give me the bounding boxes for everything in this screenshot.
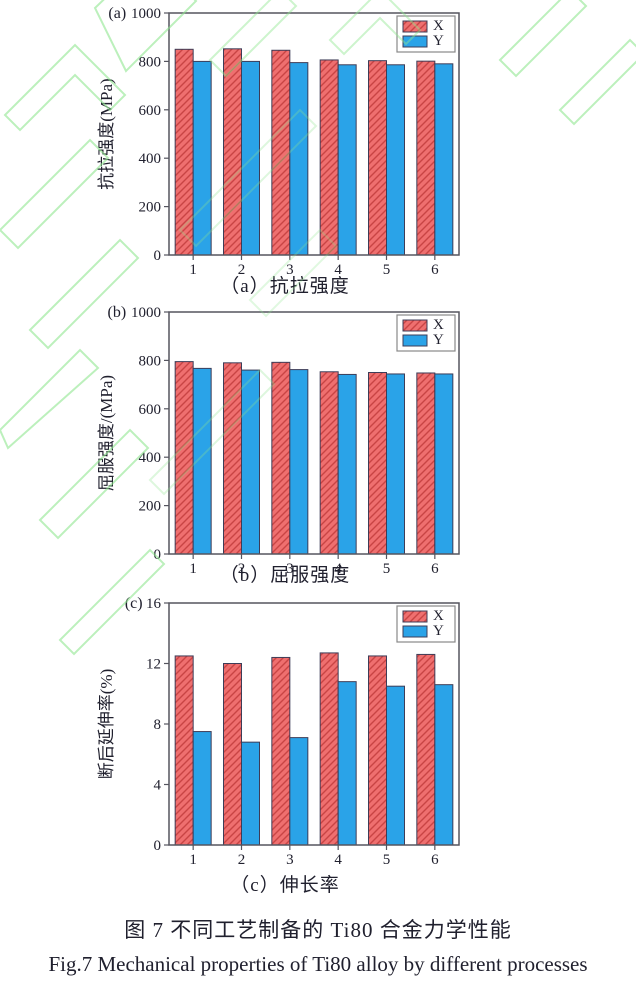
bar-x-6 [416, 372, 436, 555]
bar-y-3 [289, 369, 309, 555]
axes-frame [168, 311, 460, 555]
y-tick-label: 200 [139, 499, 162, 515]
bar-x-1 [174, 361, 194, 555]
bar-x-6 [416, 60, 436, 256]
legend-swatch-y [402, 334, 428, 347]
x-tick-label: 6 [431, 262, 439, 278]
bar-x-5 [368, 60, 387, 256]
x-tick-label: 5 [383, 561, 391, 577]
y-tick-label: 0 [154, 248, 162, 264]
x-tick-label: 2 [238, 262, 246, 278]
axes-frame [168, 12, 460, 256]
y-tick-label: 400 [139, 450, 162, 466]
y-tick-label: 600 [139, 103, 162, 119]
legend-label-x: X [433, 317, 444, 333]
y-tick-label: 400 [139, 151, 162, 167]
y-axis-label: 屈服强度/(MPa) [97, 375, 116, 491]
x-tick-label: 6 [431, 561, 439, 577]
chart-c-caption: （c）伸长率 [230, 875, 340, 896]
bar-y-3 [289, 62, 309, 256]
x-tick-label: 5 [383, 852, 391, 868]
chart-b-caption: （b）屈服强度 [219, 565, 351, 586]
legend-label-y: Y [433, 623, 444, 639]
legend-swatch-x [402, 319, 428, 332]
bar-x-5 [368, 655, 387, 846]
y-tick-label: 1000 [131, 305, 161, 321]
y-tick-label: 4 [154, 778, 162, 794]
figure-caption-zh: 图 7 不同工艺制备的 Ti80 合金力学性能 [124, 918, 512, 942]
x-tick-label: 2 [238, 561, 246, 577]
legend-label-x: X [433, 18, 444, 34]
figure-caption-en: Fig.7 Mechanical properties of Ti80 allo… [48, 952, 588, 976]
y-tick-label: 0 [154, 838, 162, 854]
y-axis-label: 断后延伸率(%) [97, 669, 116, 779]
x-tick-label: 5 [383, 262, 391, 278]
legend-swatch-y [402, 625, 428, 638]
bar-y-1 [192, 731, 212, 846]
bar-y-3 [289, 737, 309, 846]
legend-label-y: Y [433, 33, 444, 49]
bar-y-5 [386, 373, 405, 555]
bar-y-4 [337, 681, 357, 846]
bar-y-2 [241, 369, 260, 555]
bar-x-2 [223, 48, 242, 256]
bar-x-6 [416, 653, 436, 846]
legend-swatch-y [402, 35, 428, 48]
legend-label-y: Y [433, 332, 444, 348]
bar-y-5 [386, 685, 405, 846]
y-tick-label: 200 [139, 200, 162, 216]
panel-label: (c) [125, 595, 143, 612]
x-tick-label: 3 [286, 262, 294, 278]
bar-y-1 [192, 367, 212, 555]
bar-y-1 [192, 60, 212, 256]
bar-x-1 [174, 48, 194, 256]
y-tick-label: 600 [139, 402, 162, 418]
x-tick-label: 4 [334, 561, 342, 577]
bar-y-6 [434, 63, 454, 256]
x-tick-label: 6 [431, 852, 439, 868]
y-tick-label: 1000 [131, 6, 161, 22]
panel-label: (b) [108, 304, 127, 321]
x-tick-label: 1 [189, 262, 197, 278]
x-tick-label: 1 [189, 852, 197, 868]
x-tick-label: 3 [286, 852, 294, 868]
bar-y-4 [337, 373, 357, 555]
bar-y-2 [241, 60, 260, 256]
bar-x-2 [223, 362, 242, 555]
bar-y-4 [337, 64, 357, 256]
y-tick-label: 12 [146, 657, 161, 673]
bar-x-3 [271, 656, 291, 846]
x-tick-label: 4 [334, 852, 342, 868]
bar-x-3 [271, 49, 291, 256]
x-tick-label: 1 [189, 561, 197, 577]
bar-x-3 [271, 361, 291, 555]
bar-y-5 [386, 64, 405, 256]
bar-x-4 [319, 59, 339, 256]
legend-swatch-x [402, 20, 428, 33]
bar-x-4 [319, 371, 339, 555]
chart-a-caption: （a）抗拉强度 [220, 276, 350, 297]
y-tick-label: 16 [146, 596, 162, 612]
chart-a-tensile-strength: 1 2 3 4 5 6 0 200 400 600 800 1000 (a) 抗拉强度(MPa) XY [97, 5, 460, 278]
bar-y-6 [434, 373, 454, 555]
bar-x-4 [319, 652, 339, 846]
bar-x-1 [174, 655, 194, 846]
x-tick-label: 2 [238, 852, 246, 868]
y-tick-label: 800 [139, 353, 162, 369]
y-tick-label: 8 [154, 717, 162, 733]
x-tick-label: 3 [286, 561, 294, 577]
y-tick-label: 800 [139, 54, 162, 70]
bar-y-2 [241, 741, 260, 846]
y-axis-label: 抗拉强度(MPa) [97, 78, 116, 189]
bar-x-2 [223, 663, 242, 846]
panel-label: (a) [108, 5, 126, 22]
legend-swatch-x [402, 610, 428, 623]
x-tick-label: 4 [334, 262, 342, 278]
bar-x-5 [368, 372, 387, 555]
legend-label-x: X [433, 608, 444, 624]
bar-y-6 [434, 684, 454, 846]
